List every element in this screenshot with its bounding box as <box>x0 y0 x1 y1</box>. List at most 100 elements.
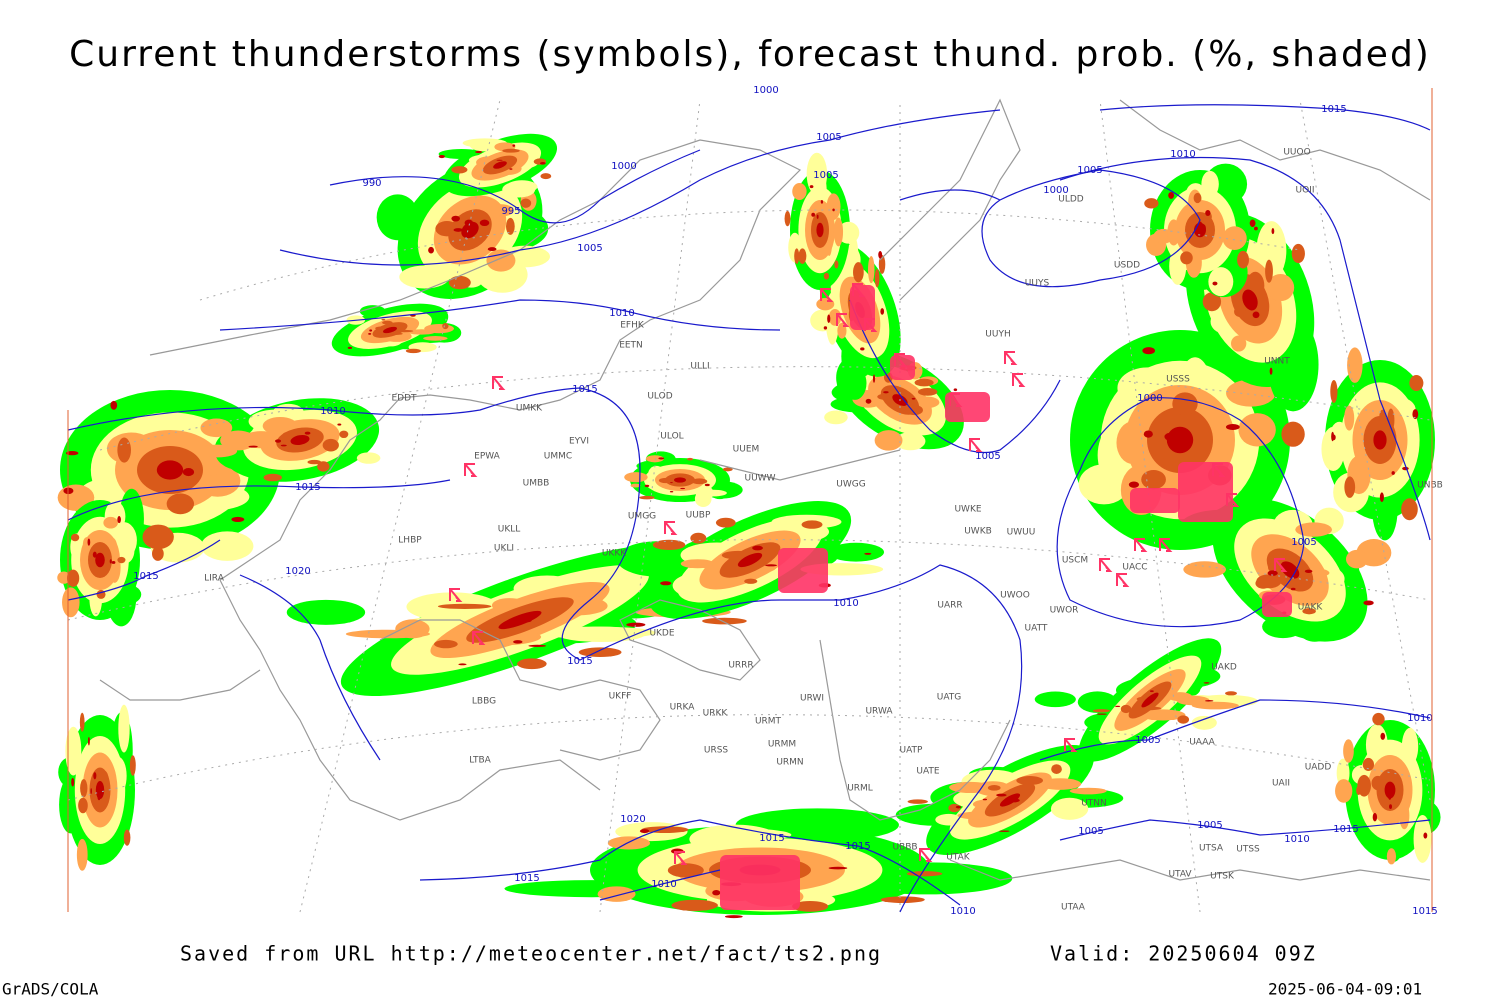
station-label: UKLL <box>498 525 521 535</box>
station-label: UUWW <box>745 474 776 484</box>
shade-area <box>820 200 824 204</box>
shade-area <box>1225 423 1240 431</box>
shade-area <box>437 603 492 609</box>
shade-area <box>90 788 92 795</box>
timestamp: 2025-06-04-09:01 <box>1268 980 1422 999</box>
shade-area <box>686 457 694 461</box>
shade-area <box>1148 698 1154 702</box>
thunderstorm-symbol <box>1274 558 1288 572</box>
isobar-label: 1010 <box>651 879 676 890</box>
shade-area <box>1201 170 1219 198</box>
shade-area <box>823 272 830 280</box>
shade-area <box>1402 466 1409 471</box>
shade-area <box>843 366 867 400</box>
thunderstorm-symbol <box>1099 558 1113 572</box>
shade-area <box>864 552 872 555</box>
isobar-label: 1005 <box>1291 537 1316 548</box>
shade-area <box>1379 492 1384 503</box>
shade-area <box>827 542 885 562</box>
shade-area <box>117 437 131 463</box>
shade-area <box>1176 695 1210 706</box>
station-label: LHBP <box>398 536 422 546</box>
shade-area <box>1205 699 1214 702</box>
shade-area <box>317 461 330 472</box>
thunderstorm-symbol <box>969 438 983 452</box>
shade-area <box>451 166 468 174</box>
thunderstorm-symbol <box>1116 573 1130 587</box>
shade-area <box>286 599 366 625</box>
shade-area <box>912 396 940 409</box>
shade-area <box>801 520 823 529</box>
isobar-label: 1010 <box>950 906 975 917</box>
shade-area <box>369 329 373 332</box>
shade-area <box>475 150 483 154</box>
shade-area <box>616 541 700 577</box>
shade-area <box>816 297 835 311</box>
shade-area <box>1230 335 1247 352</box>
shade-area <box>1409 374 1424 392</box>
shade-area <box>1205 209 1211 216</box>
station-label: UACC <box>1122 563 1147 573</box>
shade-area <box>702 617 747 625</box>
shade-area <box>955 805 962 809</box>
station-label: URRR <box>728 661 753 671</box>
shade-area <box>438 149 485 159</box>
software: GrADS/COLA <box>2 980 99 999</box>
shade-area <box>280 444 287 447</box>
shade-area <box>670 482 673 484</box>
shade-area <box>382 320 393 325</box>
shade-area <box>1167 219 1181 246</box>
shade-area <box>1304 569 1313 573</box>
station-label: UKDE <box>649 629 674 639</box>
shade-area <box>630 483 641 488</box>
shade-area <box>1266 274 1295 302</box>
station-label: USCM <box>1062 556 1088 566</box>
shade-area <box>1391 471 1395 475</box>
shade-area <box>62 587 80 618</box>
shade-area <box>1265 259 1273 283</box>
shade-area <box>880 308 885 315</box>
shade-area <box>1144 198 1159 209</box>
shade-area <box>1389 804 1393 809</box>
shade-area <box>704 483 710 487</box>
shade-area <box>87 736 90 746</box>
station-label: UKFF <box>609 692 632 702</box>
isobar-label: 1015 <box>514 873 539 884</box>
shade-area <box>722 467 733 472</box>
shade-area <box>1234 306 1246 317</box>
station-label: UTAA <box>1061 903 1086 913</box>
shade-area <box>1413 815 1432 863</box>
valid-time: Valid: 20250604 09Z <box>1050 942 1317 966</box>
station-label: UAKD <box>1211 663 1237 673</box>
isobar-label: 1000 <box>1043 185 1068 196</box>
thunderstorm-cluster <box>945 392 990 422</box>
shade-area <box>111 561 116 564</box>
shade-area <box>296 438 301 444</box>
shade-area <box>667 863 704 878</box>
shade-area <box>715 517 736 528</box>
shade-area <box>307 459 322 465</box>
isobar-label: 1015 <box>1333 824 1358 835</box>
shade-area <box>381 319 386 321</box>
shade-area <box>1051 764 1062 774</box>
shade-area <box>1363 600 1374 606</box>
station-label: UATE <box>916 767 940 777</box>
shade-area <box>669 490 674 493</box>
shade-area <box>428 246 434 254</box>
shade-area <box>914 378 934 387</box>
shade-area <box>865 863 949 883</box>
station-label: URML <box>847 784 873 794</box>
isobars <box>67 104 1431 913</box>
thunderstorm-symbol <box>664 521 678 535</box>
station-label: LIRA <box>204 574 225 584</box>
shade-area <box>464 219 474 227</box>
isobar-label: 1010 <box>1170 149 1195 160</box>
shade-area <box>435 221 459 237</box>
shade-area <box>405 348 421 354</box>
shade-area <box>660 581 672 586</box>
shade-area <box>607 836 651 850</box>
shade-area <box>200 531 254 561</box>
shade-area <box>509 168 513 170</box>
shade-area <box>528 644 547 647</box>
